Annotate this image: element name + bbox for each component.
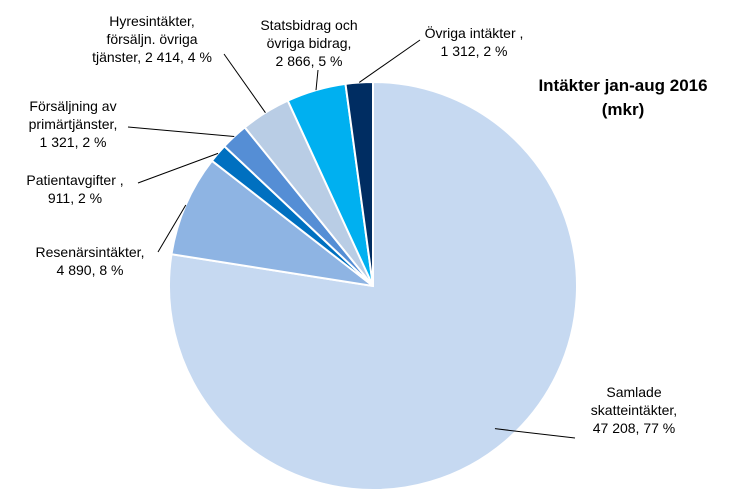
data-label-line: Övriga intäkter , xyxy=(424,25,524,41)
data-label-line: 4 890, 8 % xyxy=(56,262,124,278)
data-label-line: Försäljning av xyxy=(29,98,117,114)
chart-title: Intäkter jan-aug 2016 (mkr) xyxy=(498,74,748,122)
data-label-line: 1 312, 2 % xyxy=(440,43,508,59)
leader-line-ovriga-intakter xyxy=(358,39,421,83)
data-label-line: 47 208, 77 % xyxy=(592,420,676,436)
data-label-hyresintakter: Hyresintäkter, försäljn. övriga tjänster… xyxy=(78,12,226,66)
leader-line-resenarsintakter xyxy=(157,204,187,253)
data-label-ovriga-intakter: Övriga intäkter , 1 312, 2 % xyxy=(412,24,536,60)
data-label-line: Samlade xyxy=(606,384,662,400)
data-label-line: 1 321, 2 % xyxy=(39,134,107,150)
data-label-line: Hyresintäkter, xyxy=(109,13,195,29)
pie-slice-ovriga-intakter xyxy=(344,80,374,287)
leader-lines xyxy=(127,39,576,439)
leader-line-hyresintakter xyxy=(223,53,266,113)
data-label-statsbidrag: Statsbidrag och övriga bidrag, 2 866, 5 … xyxy=(250,16,368,70)
leader-line-statsbidrag xyxy=(315,69,319,91)
chart-title-line-2: (mkr) xyxy=(601,100,645,119)
data-label-resenarsintakter: Resenärsintäkter, 4 890, 8 % xyxy=(24,243,156,279)
leader-line-samlade-skatteintakter xyxy=(494,428,576,439)
data-label-line: Statsbidrag och xyxy=(260,17,358,33)
leader-line-patientavgifter xyxy=(137,152,219,184)
data-label-samlade-skatteintakter: Samlade skatteintäkter, 47 208, 77 % xyxy=(575,383,693,437)
data-label-line: 2 866, 5 % xyxy=(275,53,343,69)
data-label-line: 911, 2 % xyxy=(47,190,103,206)
data-label-patientavgifter: Patientavgifter , 911, 2 % xyxy=(14,171,136,207)
data-label-forsaljning-primartjanster: Försäljning av primärtjänster, 1 321, 2 … xyxy=(18,97,128,151)
data-label-line: tjänster, 2 414, 4 % xyxy=(92,49,212,65)
data-label-line: övriga bidrag, xyxy=(266,35,352,51)
data-label-line: skatteintäkter, xyxy=(590,402,678,418)
pie-slice-resenarsintakter xyxy=(170,159,374,287)
data-label-line: primärtjänster, xyxy=(28,116,118,132)
leader-line-forsaljning-primartjanster xyxy=(127,126,235,137)
chart-title-line-1: Intäkter jan-aug 2016 xyxy=(538,76,708,95)
data-label-line: Resenärsintäkter, xyxy=(35,244,145,260)
pie-slices xyxy=(168,80,578,491)
data-label-line: Patientavgifter , xyxy=(26,172,124,188)
data-label-line: försäljn. övriga xyxy=(106,31,198,47)
